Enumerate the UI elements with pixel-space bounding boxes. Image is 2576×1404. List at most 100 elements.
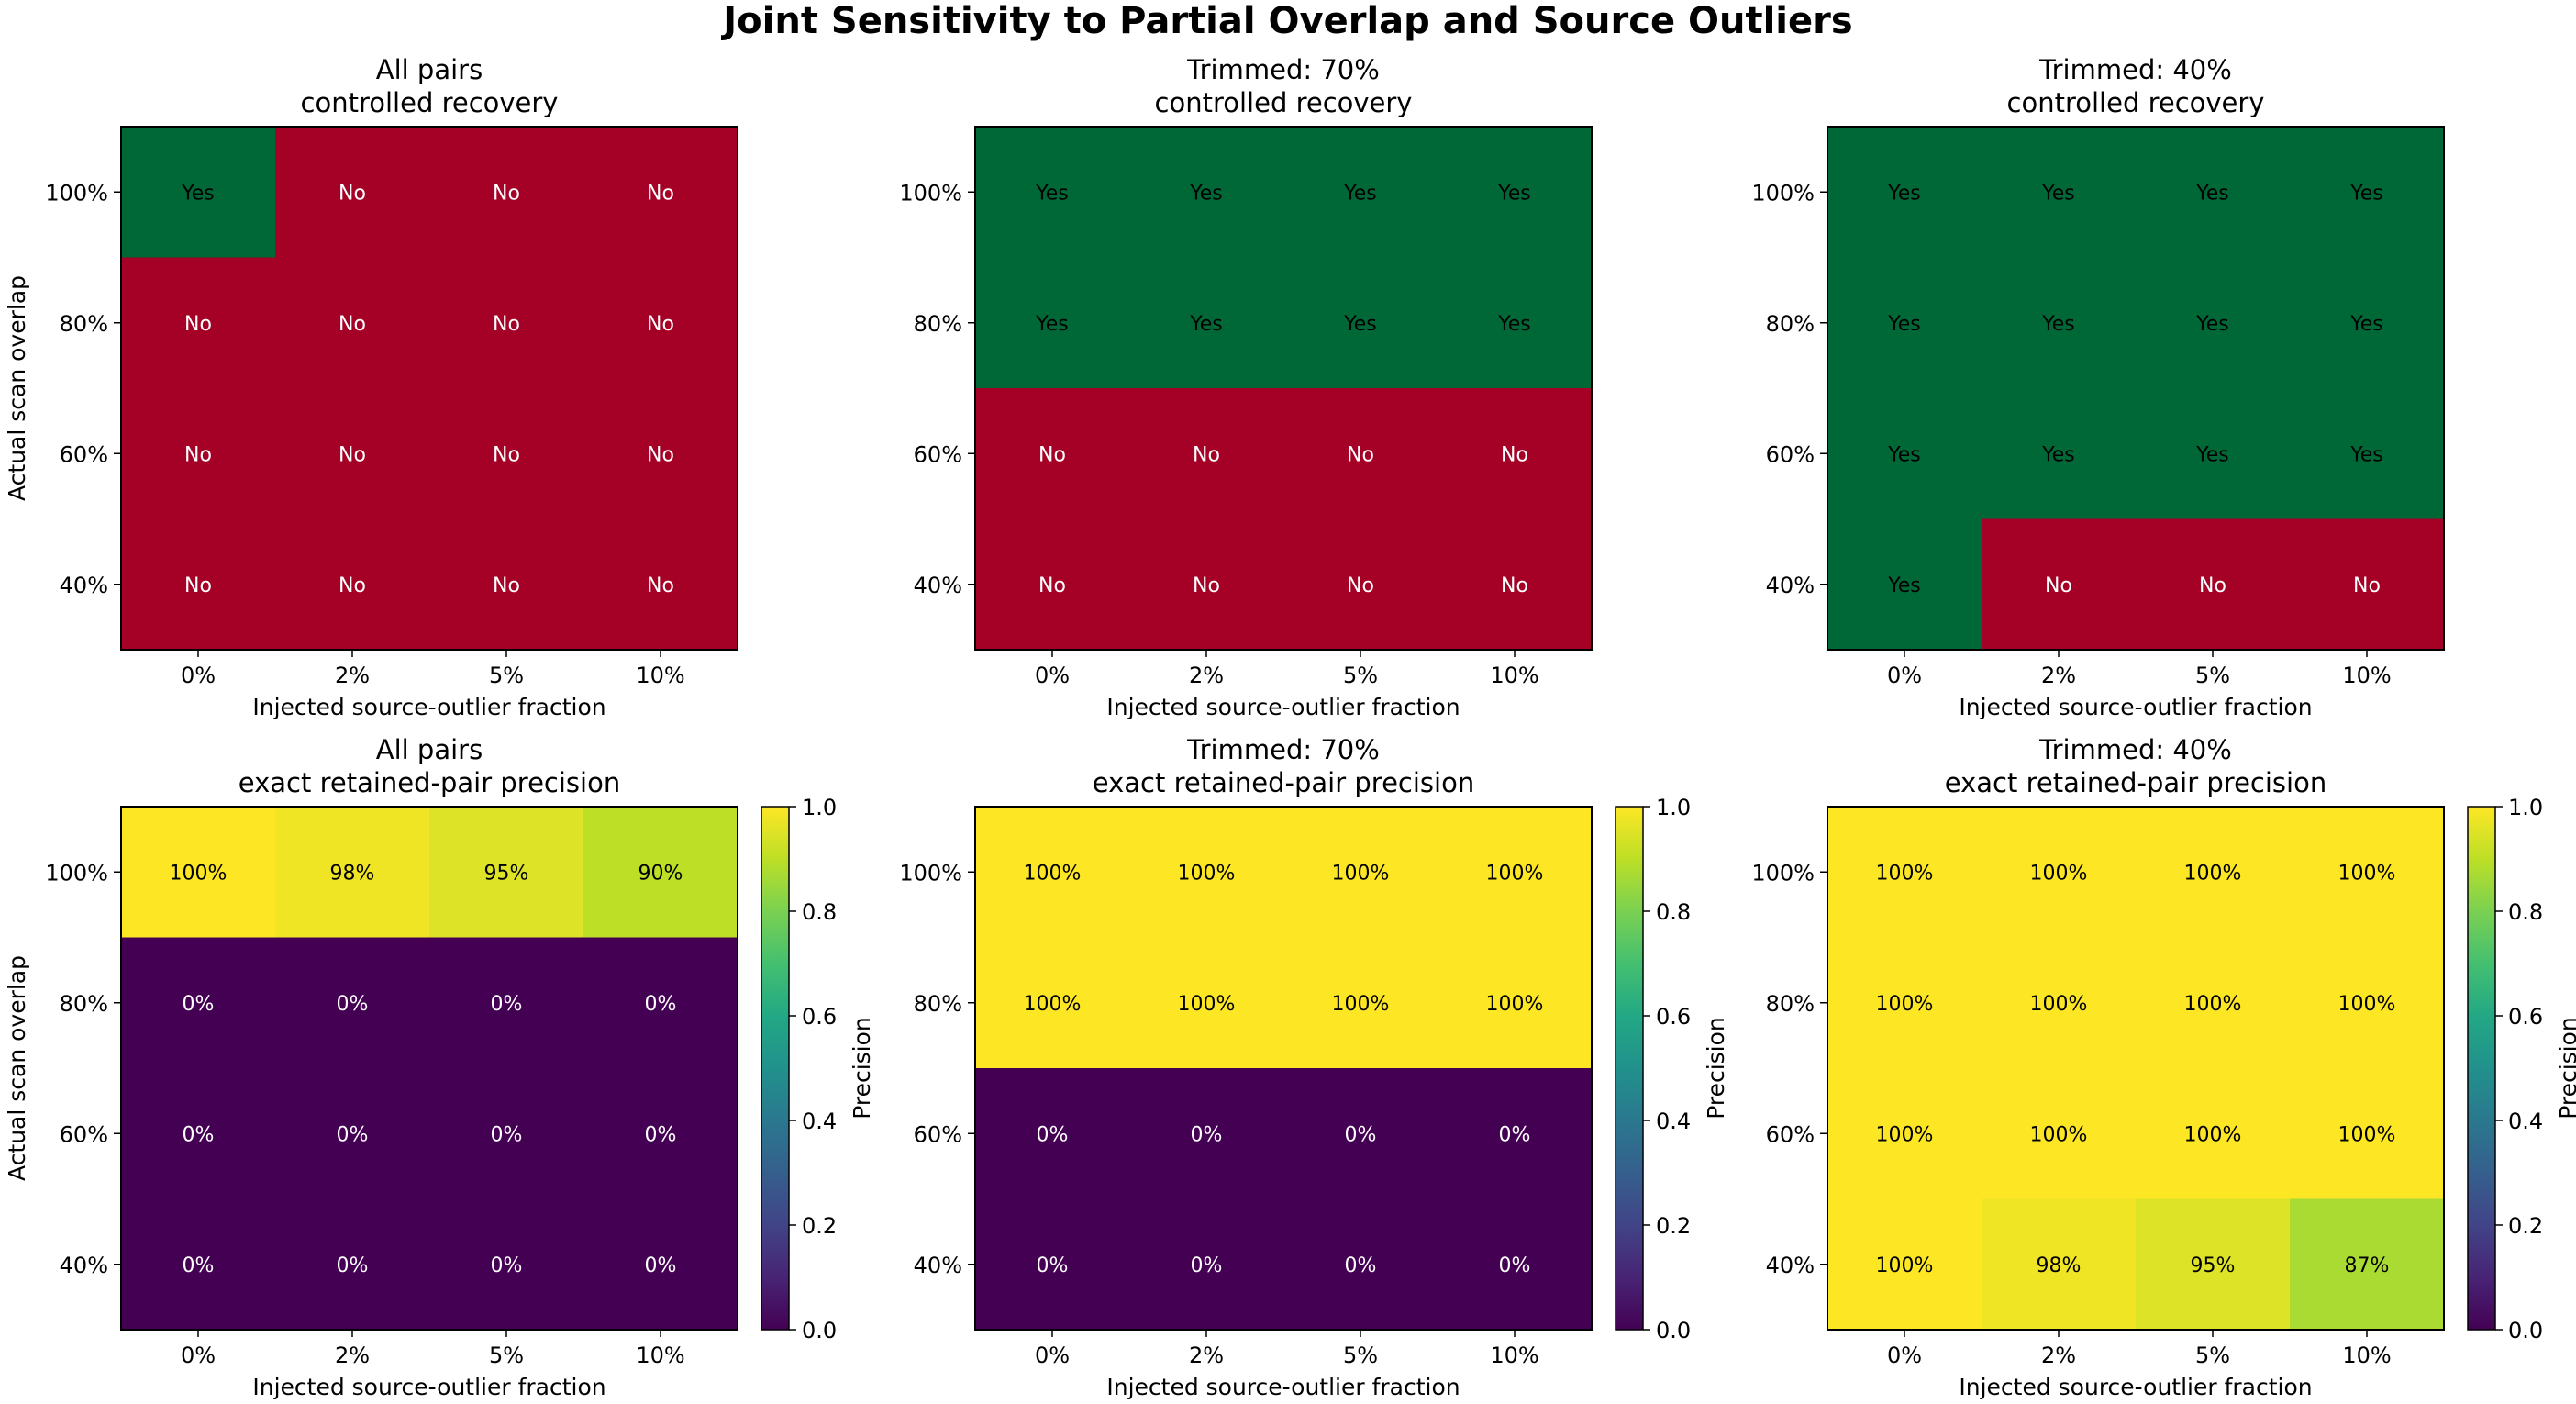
cell-label: 100% <box>2184 1123 2242 1146</box>
cell-label: Yes <box>1189 182 1223 205</box>
heatmap-cell <box>975 388 1130 519</box>
cell-label: 0% <box>183 993 215 1016</box>
y-tick-label: 80% <box>914 311 962 337</box>
heatmap-cell <box>121 257 276 389</box>
heatmap-cell <box>121 1198 276 1331</box>
heatmap-cell <box>275 1198 430 1331</box>
heatmap-cell <box>275 127 430 258</box>
colorbar-tick-label: 0.6 <box>802 1004 837 1030</box>
x-tick-label: 2% <box>335 1343 370 1368</box>
colorbar-tick-label: 0.6 <box>2508 1004 2543 1030</box>
heatmap-cell <box>121 388 276 519</box>
cell-label: No <box>339 182 366 205</box>
colorbar-tick-label: 0.8 <box>1656 899 1691 925</box>
heatmap-cell <box>975 937 1130 1069</box>
heatmap-cell <box>583 1198 738 1331</box>
x-tick-label: 5% <box>489 663 524 688</box>
heatmap-cell <box>583 937 738 1069</box>
cell-label: Yes <box>1035 182 1069 205</box>
cell-label: 0% <box>645 1123 677 1146</box>
y-tick-label: 100% <box>899 180 962 206</box>
heatmap-cell <box>1982 1068 2137 1199</box>
axes-frame <box>120 806 738 1331</box>
cell-label: Yes <box>1035 313 1069 336</box>
cell-label: No <box>1193 443 1220 466</box>
cell-label: Yes <box>2041 313 2075 336</box>
heatmap-cell <box>1283 388 1438 519</box>
cell-label: No <box>1038 574 1066 597</box>
cell-label: 0% <box>337 993 369 1016</box>
x-tick-label: 0% <box>1035 663 1070 688</box>
cell-label: No <box>184 574 212 597</box>
heatmap-panel: Yes No No No No No No No No No No No No No No No 0% 2% 5% 1… <box>4 54 738 720</box>
cell-label: Yes <box>2195 313 2229 336</box>
y-tick-label: 100% <box>45 180 108 206</box>
heatmap-cell <box>2290 257 2445 389</box>
cell-label: Yes <box>1887 443 1921 466</box>
heatmap-cell <box>1283 127 1438 258</box>
heatmap-cell <box>583 257 738 389</box>
heatmap-cell <box>1438 257 1593 389</box>
cell-label: 95% <box>484 862 529 885</box>
heatmap-cell <box>1982 518 2137 651</box>
heatmap-cell <box>121 807 276 938</box>
heatmap-cell <box>275 937 430 1069</box>
y-tick-label: 60% <box>60 441 108 467</box>
axes-frame <box>974 126 1593 651</box>
x-axis-label: Injected source-outlier fraction <box>1106 694 1460 720</box>
cell-label: No <box>1347 574 1374 597</box>
x-axis-label: Injected source-outlier fraction <box>1106 1374 1460 1400</box>
cell-label: 0% <box>491 993 523 1016</box>
cell-label: 0% <box>1499 1123 1531 1146</box>
x-tick-label: 5% <box>1343 663 1378 688</box>
heatmap-cell <box>1283 1068 1438 1199</box>
cell-label: No <box>339 313 366 336</box>
heatmap-cell <box>975 257 1130 389</box>
x-tick-label: 5% <box>2195 663 2230 688</box>
heatmap-cell <box>583 388 738 519</box>
heatmap-cell <box>1438 1198 1593 1331</box>
heatmap-cell <box>1982 127 2137 258</box>
cell-label: No <box>647 443 674 466</box>
heatmap-cell <box>1982 1198 2137 1331</box>
x-tick-label: 0% <box>1035 1343 1070 1368</box>
y-tick-label: 80% <box>1766 991 1815 1017</box>
heatmap-cell <box>1283 257 1438 389</box>
colorbar-tick-label: 0.0 <box>802 1318 837 1343</box>
cell-label: No <box>493 443 520 466</box>
heatmap-cell <box>275 807 430 938</box>
panel-title: exact retained-pair precision <box>239 767 620 798</box>
cell-label: 100% <box>1178 862 1236 885</box>
heatmap-cell <box>1827 1068 1982 1199</box>
cell-label: Yes <box>1887 313 1921 336</box>
y-tick-label: 60% <box>1766 1121 1815 1147</box>
colorbar-label: Precision <box>849 1017 875 1120</box>
cell-label: No <box>184 313 212 336</box>
heatmap-cell <box>583 1068 738 1199</box>
colorbar-tick-label: 1.0 <box>802 795 837 820</box>
heatmap-cell <box>2136 127 2291 258</box>
heatmap-cell <box>583 807 738 938</box>
colorbar <box>1615 806 1644 1331</box>
y-tick-label: 100% <box>1751 860 1815 886</box>
cell-label: No <box>647 313 674 336</box>
x-tick-label: 0% <box>1887 663 1922 688</box>
cell-label: No <box>339 574 366 597</box>
y-tick-label: 100% <box>45 860 108 886</box>
heatmap-cell <box>2136 257 2291 389</box>
cell-label: 0% <box>645 993 677 1016</box>
colorbar-tick-label: 0.4 <box>802 1109 837 1134</box>
y-tick-label: 100% <box>1751 180 1815 206</box>
y-tick-label: 40% <box>60 573 108 598</box>
y-tick-label: 60% <box>914 441 962 467</box>
heatmap-cell <box>1827 127 1982 258</box>
y-tick-label: 80% <box>60 991 108 1017</box>
cell-label: Yes <box>2349 182 2383 205</box>
heatmap-cell <box>275 518 430 651</box>
heatmap-cell <box>429 388 584 519</box>
cell-label: 100% <box>2338 993 2396 1016</box>
heatmap-cell <box>1438 807 1593 938</box>
cell-label: No <box>1501 443 1528 466</box>
heatmap-cell <box>121 937 276 1069</box>
